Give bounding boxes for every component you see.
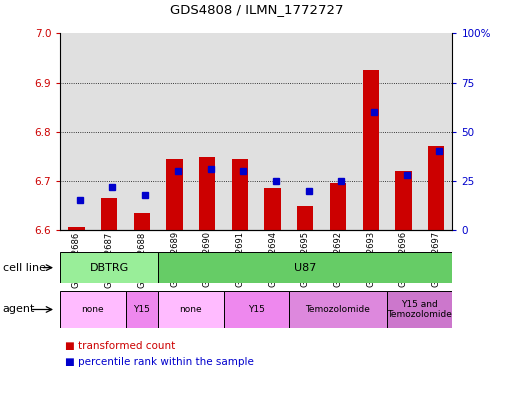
Bar — [60, 291, 126, 328]
Text: agent: agent — [3, 305, 35, 314]
Bar — [419, 33, 452, 230]
Bar — [362, 70, 379, 230]
Bar — [330, 183, 346, 230]
Text: GDS4808 / ILMN_1772727: GDS4808 / ILMN_1772727 — [169, 3, 343, 16]
Bar — [101, 198, 117, 230]
Bar — [60, 33, 93, 230]
Bar — [126, 291, 158, 328]
Bar — [289, 291, 387, 328]
Bar — [69, 228, 85, 230]
Text: ■ percentile rank within the sample: ■ percentile rank within the sample — [65, 356, 254, 367]
Bar — [395, 171, 412, 230]
Bar — [93, 33, 126, 230]
Bar — [134, 213, 150, 230]
Text: cell line: cell line — [3, 263, 46, 273]
Bar — [265, 188, 281, 230]
Bar — [387, 291, 452, 328]
Text: Y15: Y15 — [248, 305, 265, 314]
Bar — [232, 159, 248, 230]
Bar — [60, 252, 158, 283]
Bar — [224, 33, 256, 230]
Text: Temozolomide: Temozolomide — [305, 305, 370, 314]
Text: ■ transformed count: ■ transformed count — [65, 341, 176, 351]
Bar — [158, 252, 452, 283]
Text: none: none — [179, 305, 202, 314]
Bar — [158, 33, 191, 230]
Bar — [256, 33, 289, 230]
Text: DBTRG: DBTRG — [89, 263, 129, 273]
Text: U87: U87 — [294, 263, 316, 273]
Bar — [297, 206, 313, 230]
Bar — [224, 291, 289, 328]
Text: none: none — [82, 305, 104, 314]
Bar — [322, 33, 355, 230]
Bar — [199, 157, 215, 230]
Text: Y15: Y15 — [133, 305, 150, 314]
Bar — [158, 291, 224, 328]
Bar — [289, 33, 322, 230]
Bar — [355, 33, 387, 230]
Bar — [387, 33, 419, 230]
Bar — [191, 33, 224, 230]
Text: Y15 and
Temozolomide: Y15 and Temozolomide — [387, 300, 452, 319]
Bar — [126, 33, 158, 230]
Bar — [166, 159, 183, 230]
Bar — [428, 147, 444, 230]
